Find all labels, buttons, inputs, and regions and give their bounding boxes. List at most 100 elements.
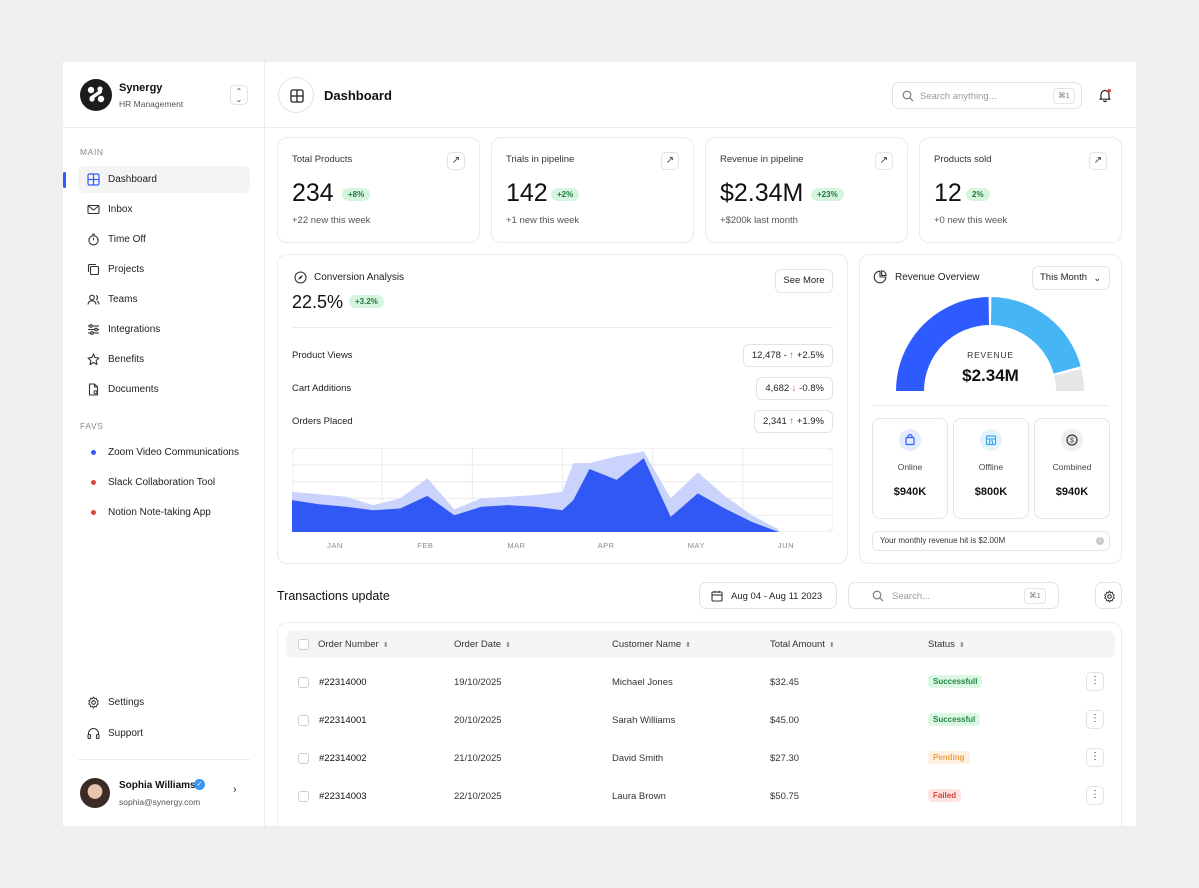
- workspace-switcher-button[interactable]: ⌃ ⌄: [230, 85, 248, 105]
- stat-subtext: +0 new this week: [934, 215, 1008, 226]
- channel-label: Online: [897, 462, 923, 472]
- table-settings-button[interactable]: [1095, 582, 1122, 609]
- order-number: #22314002: [319, 753, 367, 764]
- area-series-1: [292, 458, 779, 532]
- metric-label: Orders Placed: [292, 416, 353, 427]
- favs-section-label: FAVS: [80, 421, 104, 431]
- mail-icon: [87, 204, 100, 215]
- arrow-up-right-icon[interactable]: ↗: [1089, 152, 1107, 170]
- conversion-change-badge: +3.2%: [349, 295, 384, 308]
- grid-icon: [290, 89, 304, 103]
- sidebar-item-time-off[interactable]: Time Off: [78, 226, 250, 253]
- period-select[interactable]: This Month ⌄: [1032, 266, 1110, 290]
- total-amount: $27.30: [770, 753, 800, 764]
- column-label: Customer Name: [612, 639, 682, 650]
- sidebar-item-settings[interactable]: Settings: [78, 689, 250, 716]
- row-menu-button[interactable]: ⋮: [1086, 710, 1104, 729]
- row-checkbox[interactable]: [298, 791, 309, 802]
- bag-icon: [899, 429, 921, 451]
- chevron-right-icon[interactable]: ›: [233, 784, 237, 796]
- row-checkbox[interactable]: [298, 753, 309, 764]
- table-row[interactable]: #22314001 20/10/2025 Sarah Williams $45.00 S…: [278, 702, 1121, 740]
- row-checkbox[interactable]: [298, 677, 309, 688]
- avatar[interactable]: [80, 778, 110, 808]
- dashboard-icon-button[interactable]: [278, 77, 314, 113]
- fav-color-dot: [91, 480, 96, 485]
- dollar-icon: $: [1061, 429, 1083, 451]
- order-number: #22314003: [319, 791, 367, 802]
- chevron-up-down-icon: ⌃ ⌄: [235, 87, 243, 104]
- revenue-gauge: [896, 297, 1084, 391]
- transactions-table: Order Number ⬍ Order Date ⬍ Customer Name ⬍…: [277, 622, 1122, 826]
- transactions-search-input[interactable]: Search... ⌘1: [848, 582, 1059, 609]
- more-vertical-icon: ⋮: [1090, 675, 1100, 686]
- users-icon: [87, 294, 100, 305]
- stat-card-revenue-pipeline: Revenue in pipeline ↗ $2.34M +23% +$200k…: [705, 137, 908, 243]
- more-vertical-icon: ⋮: [1090, 713, 1100, 724]
- sidebar: Synergy HR Management ⌃ ⌄ MAIN Dashboard …: [63, 62, 265, 826]
- info-icon[interactable]: i: [1096, 537, 1104, 545]
- app-window: Synergy HR Management ⌃ ⌄ MAIN Dashboard …: [63, 62, 1136, 826]
- arrow-up-right-icon[interactable]: ↗: [447, 152, 465, 170]
- fav-item-slack[interactable]: Slack Collaboration Tool: [78, 469, 250, 496]
- row-checkbox[interactable]: [298, 715, 309, 726]
- select-all-checkbox[interactable]: [298, 639, 309, 650]
- global-search-input[interactable]: Search anything... ⌘1: [892, 82, 1082, 109]
- customer-name: Laura Brown: [612, 791, 666, 802]
- document-icon: [88, 383, 99, 396]
- date-range-picker[interactable]: Aug 04 - Aug 11 2023: [699, 582, 837, 609]
- metric-value-box: 4,682 ↓ -0.8%: [756, 377, 833, 400]
- sidebar-item-teams[interactable]: Teams: [78, 286, 250, 313]
- search-shortcut: ⌘1: [1053, 88, 1075, 104]
- status-badge: Failed: [928, 789, 962, 802]
- bell-icon: [1099, 89, 1111, 103]
- column-label: Order Date: [454, 639, 501, 650]
- revenue-note: Your monthly revenue hit is $2.00M i: [872, 531, 1110, 551]
- channel-card-combined: $ Combined $940K: [1034, 418, 1110, 519]
- arrow-up-right-icon[interactable]: ↗: [661, 152, 679, 170]
- row-menu-button[interactable]: ⋮: [1086, 748, 1104, 767]
- table-row[interactable]: #22314003 22/10/2025 Laura Brown $50.75 Fail…: [278, 778, 1121, 816]
- see-more-button[interactable]: See More: [775, 269, 833, 293]
- divider: [872, 405, 1109, 406]
- sidebar-item-projects[interactable]: Projects: [78, 256, 250, 283]
- arrow-up-icon: ↑: [789, 350, 795, 361]
- stat-card-trials: Trials in pipeline ↗ 142 +2% +1 new this…: [491, 137, 694, 243]
- column-header-total-amount[interactable]: Total Amount ⬍: [770, 639, 835, 650]
- table-row[interactable]: #22314002 21/10/2025 David Smith $27.30 Pend…: [278, 740, 1121, 778]
- customer-name: Michael Jones: [612, 677, 673, 688]
- headphones-icon: [87, 728, 100, 740]
- column-header-status[interactable]: Status ⬍: [928, 639, 965, 650]
- notification-button[interactable]: [1097, 87, 1113, 103]
- synergy-logo: [80, 79, 112, 111]
- sidebar-item-benefits[interactable]: Benefits: [78, 346, 250, 373]
- table-header: Order Number ⬍ Order Date ⬍ Customer Name ⬍…: [286, 631, 1115, 658]
- arrow-up-right-icon[interactable]: ↗: [875, 152, 893, 170]
- sidebar-item-documents[interactable]: Documents: [78, 376, 250, 403]
- total-amount: $50.75: [770, 791, 800, 802]
- fav-item-notion[interactable]: Notion Note-taking App: [78, 499, 250, 526]
- sidebar-item-dashboard[interactable]: Dashboard: [78, 166, 250, 193]
- stat-change-badge: +23%: [811, 188, 844, 201]
- column-header-order-date[interactable]: Order Date ⬍: [454, 639, 511, 650]
- fav-color-dot: [91, 510, 96, 515]
- row-menu-button[interactable]: ⋮: [1086, 672, 1104, 691]
- column-header-customer-name[interactable]: Customer Name ⬍: [612, 639, 691, 650]
- conversion-area-chart: [292, 448, 833, 532]
- x-tick-label: MAY: [687, 541, 705, 550]
- sidebar-item-label: Benefits: [108, 354, 145, 365]
- row-menu-button[interactable]: ⋮: [1086, 786, 1104, 805]
- total-amount: $32.45: [770, 677, 800, 688]
- sidebar-item-inbox[interactable]: Inbox: [78, 196, 250, 223]
- svg-text:$: $: [1070, 438, 1074, 445]
- sidebar-item-support[interactable]: Support: [78, 720, 250, 747]
- x-tick-label: JUN: [777, 541, 794, 550]
- gauge-segment-remaining: [1054, 368, 1084, 391]
- fav-item-zoom[interactable]: Zoom Video Communications: [78, 439, 250, 466]
- sidebar-item-integrations[interactable]: Integrations: [78, 316, 250, 343]
- customer-name: Sarah Williams: [612, 715, 676, 726]
- search-shortcut: ⌘1: [1024, 588, 1046, 604]
- table-row[interactable]: #22314000 19/10/2025 Michael Jones $32.45 Su…: [278, 664, 1121, 702]
- column-header-order-number[interactable]: Order Number ⬍: [318, 639, 389, 650]
- transactions-title: Transactions update: [277, 589, 390, 603]
